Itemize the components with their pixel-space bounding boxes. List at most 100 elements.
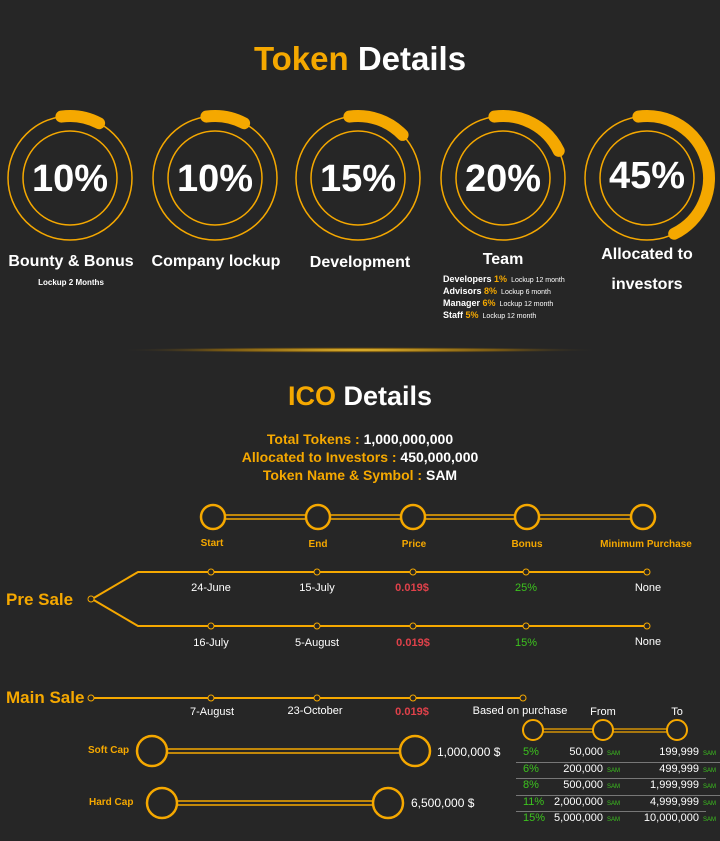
stage-start: Start bbox=[200, 538, 224, 549]
pre-sale-price: 0.019$ bbox=[395, 582, 429, 594]
progress-arc bbox=[55, 110, 106, 130]
to-amount: 1,999,999 SAM bbox=[650, 779, 716, 791]
to-amount: 499,999 SAM bbox=[659, 762, 716, 775]
stage-minimum: Minimum Purchase bbox=[600, 539, 692, 550]
pre-sale-minimum: None bbox=[634, 582, 662, 594]
token-label: investors bbox=[611, 276, 683, 293]
timeline-dot bbox=[313, 568, 321, 576]
token-label: Company lockup bbox=[151, 253, 281, 270]
pre-sale-bonus: 25% bbox=[514, 582, 538, 594]
ico-summary: Total Tokens : 1,000,000,000 Allocated t… bbox=[241, 431, 479, 483]
timeline-dot bbox=[522, 568, 530, 576]
timeline-dot bbox=[643, 568, 651, 576]
from-amount: 50,000 SAM bbox=[569, 746, 620, 758]
pre-sale-start: 16-July bbox=[193, 637, 229, 649]
progress-arc bbox=[343, 110, 409, 141]
stage-node bbox=[399, 503, 427, 531]
bonus-pct: 5% bbox=[523, 746, 539, 758]
pre-sale-label: Pre Sale bbox=[6, 590, 74, 609]
hard-cap-label: Hard Cap bbox=[89, 797, 134, 808]
timeline-dot bbox=[409, 622, 417, 630]
timeline-dot bbox=[522, 622, 530, 630]
team-row: Manager 6% Lockup 12 month bbox=[443, 298, 554, 308]
from-header: From bbox=[590, 706, 616, 718]
timeline-dot bbox=[207, 694, 215, 702]
bonus-table-row: 11% 2,000,000 SAM 4,999,999 SAM bbox=[516, 795, 716, 812]
stage-node bbox=[513, 503, 541, 531]
progress-arc bbox=[200, 110, 251, 130]
inner-ring bbox=[22, 130, 118, 226]
to-amount: 199,999 SAM bbox=[659, 746, 716, 758]
main-sale-end: 23-October bbox=[287, 705, 343, 717]
stage-price: Price bbox=[401, 539, 427, 550]
pre-sale-minimum: None bbox=[634, 636, 662, 648]
from-amount: 5,000,000 SAM bbox=[554, 812, 620, 824]
token-label: Bounty & Bonus bbox=[8, 253, 134, 270]
timeline-dot bbox=[313, 694, 321, 702]
stage-node bbox=[199, 503, 227, 531]
cap-node bbox=[398, 734, 432, 768]
token-label: Allocated to bbox=[601, 246, 693, 263]
ico-details-title: ICO Details bbox=[287, 381, 433, 411]
bonus-pct: 15% bbox=[523, 812, 546, 824]
timeline-dot bbox=[207, 622, 215, 630]
timeline-dot bbox=[313, 622, 321, 630]
timeline-dot bbox=[643, 622, 651, 630]
team-breakdown: Developers 1% Lockup 12 month Advisors 8%… bbox=[443, 274, 565, 322]
bonus-pct: 11% bbox=[523, 795, 545, 808]
token-percent: 10% bbox=[176, 158, 254, 200]
to-header: To bbox=[671, 706, 683, 718]
cap-node bbox=[145, 786, 179, 820]
stage-bonus: Bonus bbox=[511, 539, 543, 550]
pre-sale-bonus: 15% bbox=[514, 637, 538, 649]
to-amount: 10,000,000 SAM bbox=[643, 812, 716, 824]
table-node bbox=[522, 719, 544, 741]
main-sale-label: Main Sale bbox=[6, 688, 85, 707]
token-percent: 10% bbox=[31, 158, 109, 200]
progress-arc bbox=[632, 110, 715, 240]
pre-sale-end: 5-August bbox=[294, 637, 340, 649]
progress-arc bbox=[488, 110, 565, 157]
token-label: Development bbox=[309, 254, 411, 271]
from-amount: 500,000 SAM bbox=[563, 779, 620, 791]
inner-ring bbox=[599, 130, 695, 226]
bonus-table-row: 15% 5,000,000 SAM 10,000,000 SAM bbox=[516, 812, 716, 828]
soft-cap-label: Soft Cap bbox=[88, 745, 130, 756]
pre-sale-line bbox=[91, 571, 647, 627]
to-amount: 4,999,999 SAM bbox=[650, 795, 716, 808]
bonus-pct: 8% bbox=[523, 779, 539, 791]
inner-ring bbox=[310, 130, 406, 226]
bonus-table-row: 6% 200,000 SAM 499,999 SAM bbox=[516, 762, 716, 779]
stage-node bbox=[304, 503, 332, 531]
cap-node bbox=[135, 734, 169, 768]
table-node bbox=[666, 719, 688, 741]
main-sale-node bbox=[87, 694, 95, 702]
pre-sale-end: 15-July bbox=[299, 582, 335, 594]
bonus-table: 5% 50,000 SAM 199,999 SAM 6% 200,000 SAM 499… bbox=[516, 746, 720, 828]
bonus-pct: 6% bbox=[523, 762, 539, 775]
pre-sale-node bbox=[87, 595, 95, 603]
timeline-dot bbox=[409, 568, 417, 576]
soft-cap-value: 1,000,000 $ bbox=[437, 745, 501, 759]
timeline-dot bbox=[207, 568, 215, 576]
token-label: Team bbox=[482, 251, 524, 268]
main-sale-start: 7-August bbox=[189, 706, 235, 718]
main-sale-price: 0.019$ bbox=[395, 706, 429, 718]
inner-ring bbox=[167, 130, 263, 226]
cap-node bbox=[371, 786, 405, 820]
timeline-dot bbox=[519, 694, 527, 702]
from-amount: 2,000,000 SAM bbox=[554, 795, 620, 808]
main-sale-bonus: Based on purchase bbox=[472, 705, 568, 717]
pre-sale-price: 0.019$ bbox=[396, 637, 430, 649]
timeline-dot bbox=[409, 694, 417, 702]
hard-cap-value: 6,500,000 $ bbox=[411, 796, 475, 810]
from-amount: 200,000 SAM bbox=[563, 762, 620, 775]
token-percent: 15% bbox=[319, 158, 397, 200]
pre-sale-start: 24-June bbox=[191, 582, 231, 594]
stage-end: End bbox=[308, 539, 328, 550]
team-row: Developers 1% Lockup 12 month bbox=[443, 274, 565, 284]
bonus-table-row: 8% 500,000 SAM 1,999,999 SAM bbox=[516, 779, 720, 796]
team-row: Staff 5% Lockup 12 month bbox=[443, 310, 537, 320]
token-details-title: Token Details bbox=[253, 40, 467, 77]
